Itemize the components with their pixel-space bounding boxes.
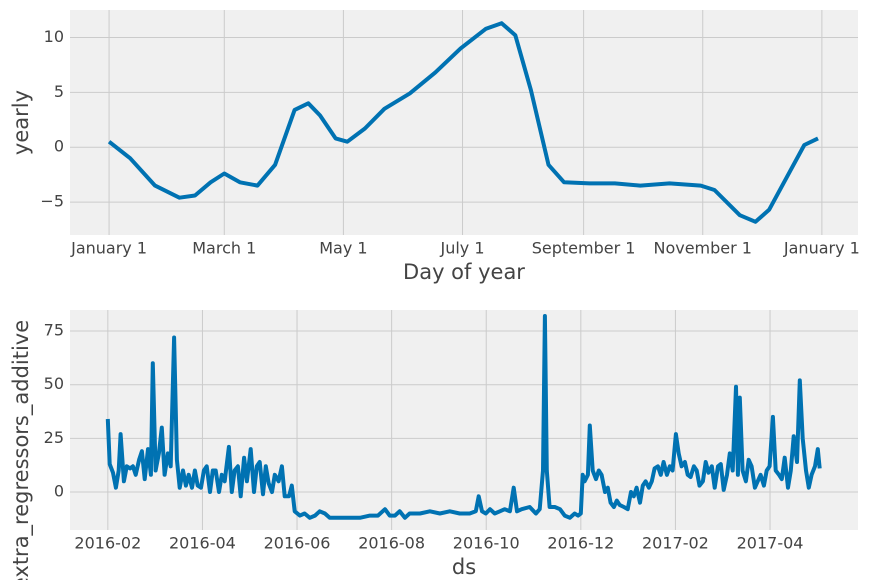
- x-tick-label: September 1: [532, 239, 636, 258]
- x-tick-label: January 1: [70, 239, 147, 258]
- x-tick-label: 2016-10: [453, 534, 520, 553]
- data-line: [105, 314, 822, 520]
- y-tick-label: 0: [54, 137, 64, 156]
- x-tick-label: July 1: [440, 239, 485, 258]
- x-tick-label: 2017-04: [737, 534, 804, 553]
- x-tick-label: 2016-02: [74, 534, 141, 553]
- y-tick-label: −5: [40, 192, 64, 211]
- x-tick-label: 2017-02: [642, 534, 709, 553]
- x-tick-label: 2016-12: [547, 534, 614, 553]
- x-tick-label: May 1: [319, 239, 367, 258]
- y-tick-label: 50: [44, 374, 64, 393]
- data-line: [107, 21, 819, 224]
- plot-area: [70, 310, 858, 530]
- y-tick-label: 0: [54, 482, 64, 501]
- x-tick-label: 2016-06: [264, 534, 331, 553]
- x-tick-label: March 1: [192, 239, 256, 258]
- y-axis-label: extra_regressors_additive: [9, 320, 34, 580]
- y-tick-label: 25: [44, 428, 64, 447]
- y-tick-label: 5: [54, 82, 64, 101]
- y-axis-label: yearly: [9, 90, 33, 155]
- x-tick-label: 2016-08: [358, 534, 425, 553]
- y-tick-label: 75: [44, 321, 64, 340]
- x-axis-label: Day of year: [403, 260, 525, 284]
- x-axis-label: ds: [452, 555, 476, 579]
- x-tick-label: 2016-04: [169, 534, 236, 553]
- x-tick-label: January 1: [783, 239, 860, 258]
- y-tick-label: 10: [44, 27, 64, 46]
- x-tick-label: November 1: [653, 239, 752, 258]
